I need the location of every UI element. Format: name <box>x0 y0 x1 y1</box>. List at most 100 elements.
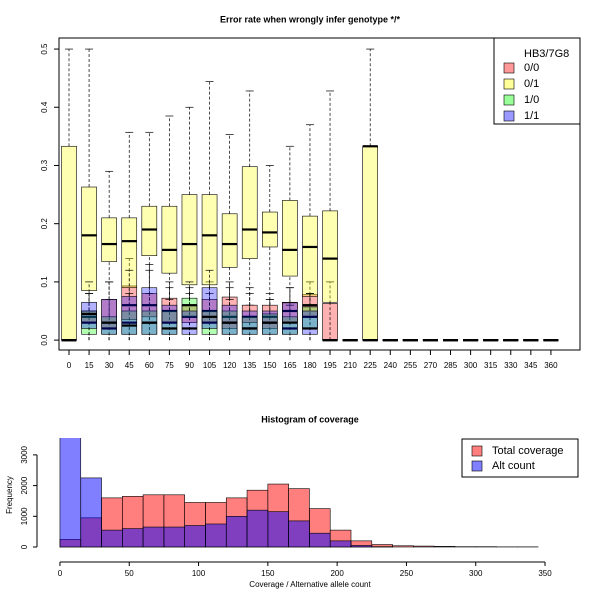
x-tick-label: 270 <box>424 361 438 370</box>
bar <box>225 515 248 548</box>
box <box>121 217 138 289</box>
y-tick-label: 1000 <box>20 507 29 525</box>
legend-box <box>493 37 581 125</box>
box <box>161 205 178 274</box>
y-tick-label: 2000 <box>20 476 29 494</box>
x-tick-label: 165 <box>283 361 297 370</box>
x-tick-label: 240 <box>384 361 398 370</box>
bar <box>163 526 185 548</box>
x-tick-label: 50 <box>125 569 134 578</box>
y-tick-label: 0.1 <box>40 276 49 288</box>
bar <box>413 545 435 548</box>
legend-swatch <box>503 110 515 122</box>
box <box>101 217 117 262</box>
box <box>141 205 158 257</box>
box <box>282 200 298 277</box>
x-tick-label: 135 <box>243 361 257 370</box>
legend-label: Alt count <box>492 460 535 472</box>
legend-label: 0/0 <box>524 62 539 74</box>
x-tick-label: 300 <box>464 361 478 370</box>
box <box>81 301 97 329</box>
plot-frame <box>58 37 581 351</box>
x-tick-label: 105 <box>203 361 217 370</box>
x-tick-label: 360 <box>544 361 558 370</box>
legend-label: 1/0 <box>524 94 539 106</box>
histogram-bars <box>59 438 539 548</box>
box <box>121 296 138 335</box>
bar <box>288 520 310 548</box>
bar <box>59 438 82 548</box>
x-tick-label: 15 <box>85 361 94 370</box>
x-tick-label: 350 <box>538 569 552 578</box>
bar <box>142 526 165 548</box>
bar <box>122 528 144 548</box>
bar <box>184 525 206 548</box>
box <box>322 210 338 303</box>
x-tick-label: 300 <box>469 569 483 578</box>
x-tick-label: 330 <box>504 361 518 370</box>
box <box>302 215 318 297</box>
box <box>161 304 178 335</box>
x-tick-label: 90 <box>185 361 194 370</box>
bar <box>309 532 331 548</box>
bar <box>246 509 269 548</box>
chart-title: Histogram of coverage <box>261 414 359 424</box>
box <box>362 145 379 341</box>
box <box>201 287 218 329</box>
x-tick-label: 315 <box>484 361 498 370</box>
bar <box>205 523 227 548</box>
legend-swatch <box>503 94 515 106</box>
y-tick-label: 0.0 <box>40 334 49 346</box>
x-tick-label: 0 <box>58 569 63 578</box>
box <box>302 310 318 335</box>
bar <box>392 545 414 548</box>
box <box>181 194 198 286</box>
box <box>241 310 258 335</box>
x-tick-label: 250 <box>400 569 414 578</box>
x-tick-label: 120 <box>223 361 237 370</box>
x-tick-label: 210 <box>343 361 357 370</box>
box <box>241 166 258 259</box>
x-tick-label: 100 <box>192 569 206 578</box>
box <box>261 211 278 248</box>
y-tick-label: 0 <box>20 544 29 549</box>
legend-label: 1/1 <box>524 110 539 122</box>
x-tick-label: 225 <box>364 361 378 370</box>
bar <box>329 540 352 548</box>
box <box>61 145 77 341</box>
y-tick-label: 0.4 <box>40 101 49 113</box>
legend-title: HB3/7G8 <box>524 48 569 60</box>
y-tick-label: 0.5 <box>40 43 49 55</box>
x-tick-label: 180 <box>303 361 317 370</box>
x-tick-label: 45 <box>125 361 134 370</box>
bar <box>267 511 289 548</box>
x-tick-label: 75 <box>165 361 174 370</box>
box <box>101 299 117 335</box>
x-tick-label: 30 <box>105 361 114 370</box>
legend-swatch <box>471 445 483 457</box>
box <box>141 287 158 335</box>
legend-swatch <box>503 78 515 90</box>
box <box>221 304 238 335</box>
y-tick-label: 0.2 <box>40 218 49 230</box>
x-tick-label: 60 <box>145 361 154 370</box>
bar <box>433 546 456 548</box>
legend-label: 0/1 <box>524 78 539 90</box>
y-axis-label: Frequency <box>5 476 14 514</box>
x-tick-label: 200 <box>330 569 344 578</box>
chart-title: Error rate when wrongly infer genotype *… <box>220 14 401 24</box>
x-tick-label: 255 <box>404 361 418 370</box>
legend-swatch <box>503 62 515 74</box>
box <box>181 310 198 335</box>
box <box>81 186 97 291</box>
x-tick-label: 150 <box>261 569 275 578</box>
bar <box>101 529 123 548</box>
y-tick-label: 3000 <box>20 445 29 463</box>
x-tick-label: 0 <box>67 361 72 370</box>
x-axis-label: Coverage / Alternative allele count <box>249 580 371 589</box>
x-tick-label: 345 <box>524 361 538 370</box>
x-tick-label: 195 <box>323 361 337 370</box>
y-tick-label: 0.3 <box>40 159 49 171</box>
